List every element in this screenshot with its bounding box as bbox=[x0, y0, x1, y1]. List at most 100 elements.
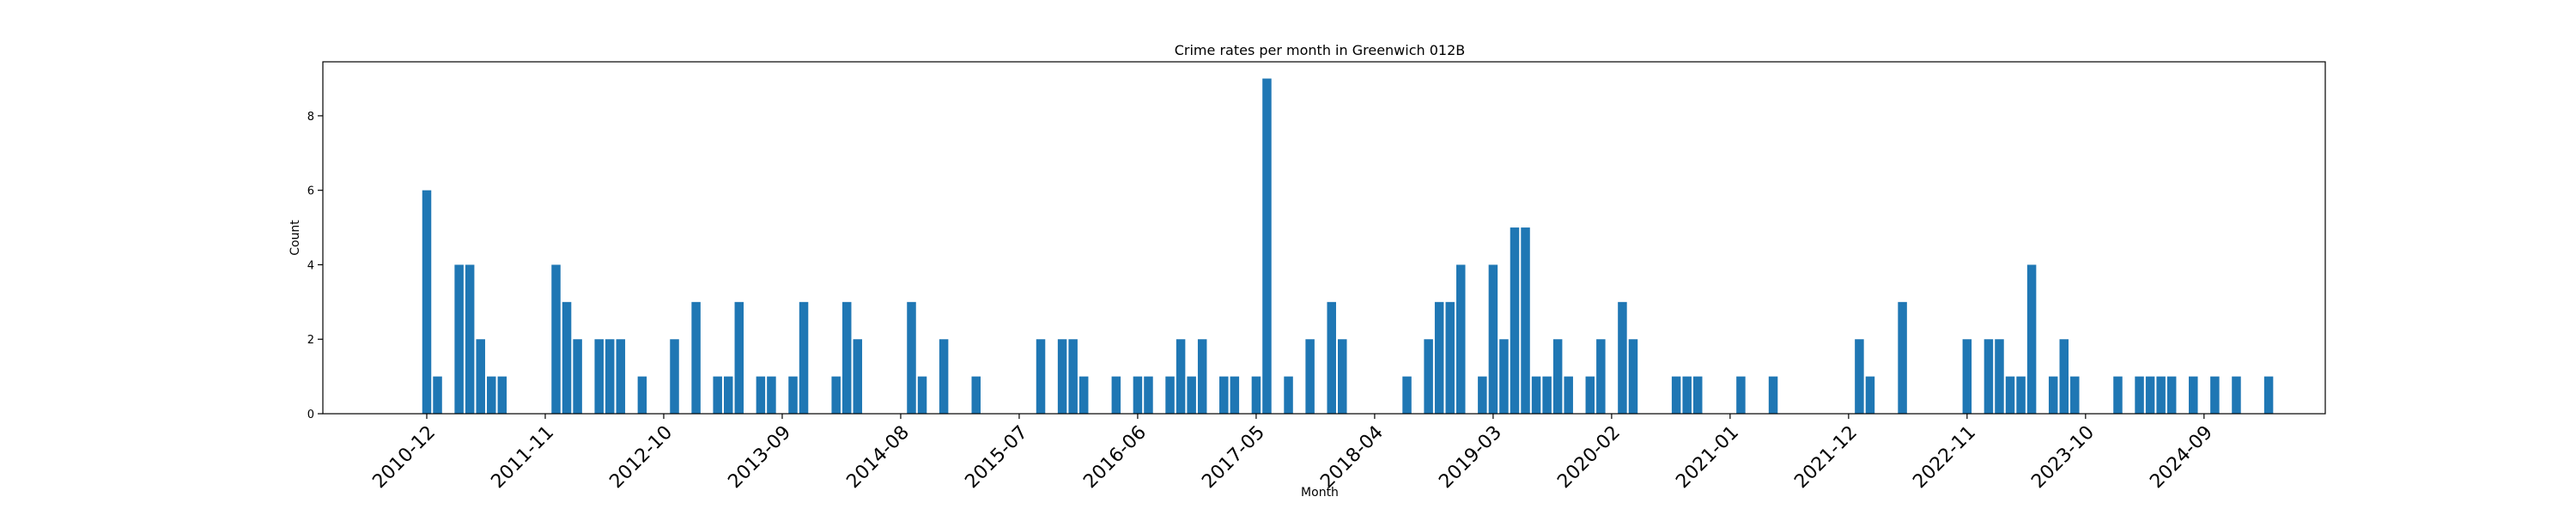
bar bbox=[1692, 376, 1703, 414]
plot-frame bbox=[322, 61, 2326, 415]
bar bbox=[1262, 78, 1272, 415]
bar bbox=[1187, 376, 1196, 414]
bar bbox=[1671, 376, 1681, 414]
bar bbox=[1995, 339, 2004, 414]
bar bbox=[433, 376, 442, 414]
bar bbox=[1499, 339, 1509, 414]
bar bbox=[1327, 301, 1336, 414]
bar bbox=[1284, 376, 1293, 414]
bar bbox=[1521, 227, 1530, 414]
bar bbox=[1618, 301, 1627, 414]
x-tick-label: 2013-09 bbox=[724, 421, 795, 493]
y-tick-label: 8 bbox=[307, 111, 314, 124]
bar bbox=[1036, 339, 1046, 414]
bar bbox=[1305, 339, 1315, 414]
x-tick-label: 2015-07 bbox=[961, 421, 1032, 493]
bar bbox=[1456, 264, 1466, 414]
bar bbox=[1176, 339, 1186, 414]
bar bbox=[1510, 227, 1520, 414]
bar bbox=[939, 339, 949, 414]
bar bbox=[1111, 376, 1121, 414]
bar bbox=[853, 339, 863, 414]
bar bbox=[713, 376, 722, 414]
bar bbox=[767, 376, 776, 414]
bar bbox=[2210, 376, 2220, 414]
x-tick-label: 2021-12 bbox=[1790, 421, 1862, 493]
bar bbox=[2048, 376, 2058, 414]
x-tick-label: 2014-08 bbox=[842, 421, 914, 493]
x-tick-label: 2011-11 bbox=[487, 421, 558, 493]
bar bbox=[1682, 376, 1692, 414]
bar bbox=[1251, 376, 1261, 414]
bar bbox=[1230, 376, 1240, 414]
bar bbox=[2016, 376, 2026, 414]
bar bbox=[2070, 376, 2080, 414]
bar bbox=[734, 301, 744, 414]
bar bbox=[1434, 301, 1444, 414]
bar bbox=[1445, 301, 1455, 414]
bar bbox=[551, 264, 561, 414]
bar bbox=[1338, 339, 1347, 414]
bar bbox=[422, 190, 432, 414]
bar bbox=[562, 301, 572, 414]
bar bbox=[1078, 376, 1089, 414]
bar bbox=[454, 264, 464, 414]
x-axis-label: Month bbox=[1301, 486, 1339, 500]
bar bbox=[594, 339, 604, 414]
bar bbox=[1057, 339, 1067, 414]
bar bbox=[2156, 376, 2166, 414]
x-tick-label: 2021-01 bbox=[1672, 421, 1743, 493]
bar bbox=[2166, 376, 2177, 414]
bar bbox=[616, 339, 626, 414]
bar bbox=[1585, 376, 1595, 414]
x-tick-label: 2022-11 bbox=[1909, 421, 1980, 493]
x-tick-label: 2020-02 bbox=[1553, 421, 1625, 493]
bar bbox=[2113, 376, 2123, 414]
x-tick-label: 2018-04 bbox=[1316, 421, 1388, 493]
bar bbox=[2263, 376, 2274, 414]
y-tick-label: 6 bbox=[307, 185, 314, 198]
bar bbox=[691, 301, 701, 414]
plot-area bbox=[422, 78, 2274, 415]
bar bbox=[917, 376, 927, 414]
x-tick-label: 2024-09 bbox=[2146, 421, 2217, 493]
bar bbox=[2135, 376, 2144, 414]
bar bbox=[2026, 264, 2037, 414]
bar bbox=[1197, 339, 1207, 414]
bar bbox=[841, 301, 852, 414]
bar bbox=[1865, 376, 1875, 414]
y-tick-label: 0 bbox=[307, 409, 314, 421]
bar bbox=[1424, 339, 1433, 414]
bar bbox=[476, 339, 485, 414]
bar bbox=[1133, 376, 1143, 414]
bar bbox=[2059, 339, 2069, 414]
bar bbox=[1628, 339, 1638, 414]
bar bbox=[1962, 339, 1972, 414]
bar bbox=[1736, 376, 1746, 414]
bar bbox=[1478, 376, 1487, 414]
bar bbox=[1531, 376, 1541, 414]
bar bbox=[799, 301, 809, 414]
x-tick-label: 2010-12 bbox=[368, 421, 440, 493]
bar bbox=[2005, 376, 2015, 414]
bar bbox=[907, 301, 916, 414]
x-tick-label: 2016-06 bbox=[1079, 421, 1151, 493]
bar bbox=[637, 376, 647, 414]
bar bbox=[1768, 376, 1778, 414]
bar bbox=[2189, 376, 2198, 414]
bar bbox=[465, 264, 475, 414]
chart-title: Crime rates per month in Greenwich 012B bbox=[1175, 42, 1466, 58]
bar bbox=[1144, 376, 1153, 414]
bar bbox=[1564, 376, 1573, 414]
bar bbox=[497, 376, 507, 414]
bar bbox=[1596, 339, 1606, 414]
bar bbox=[487, 376, 496, 414]
x-tick-label: 2017-05 bbox=[1198, 421, 1269, 493]
bar bbox=[1984, 339, 1994, 414]
bar bbox=[670, 339, 679, 414]
bar bbox=[1219, 376, 1229, 414]
bar bbox=[2232, 376, 2241, 414]
bar bbox=[1855, 339, 1864, 414]
bar bbox=[1165, 376, 1175, 414]
